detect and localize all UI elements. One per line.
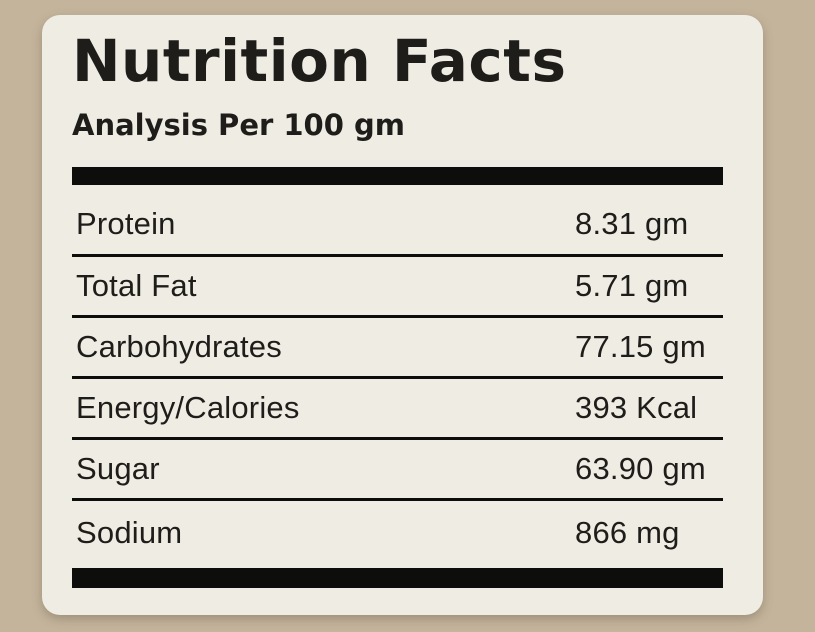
nutrient-value: 866 mg: [575, 514, 680, 550]
nutrient-name: Energy/Calories: [76, 389, 300, 425]
nutrient-row-energy-calories: Energy/Calories 393 Kcal: [72, 379, 723, 440]
nutrient-value: 77.15 gm: [575, 328, 706, 364]
nutrient-value: 5.71 gm: [575, 267, 689, 303]
thick-rule-bottom: [72, 567, 723, 588]
nutrient-row-carbohydrates: Carbohydrates 77.15 gm: [72, 318, 723, 379]
nutrient-value: 8.31 gm: [575, 205, 689, 241]
nutrient-value: 63.90 gm: [575, 450, 706, 486]
nutrient-row-total-fat: Total Fat 5.71 gm: [72, 257, 723, 318]
nutrient-name: Sugar: [76, 450, 160, 486]
nutrient-row-sugar: Sugar 63.90 gm: [72, 440, 723, 501]
nutrient-value: 393 Kcal: [575, 389, 698, 425]
nutrient-row-sodium: Sodium 866 mg: [72, 501, 723, 565]
nutrient-table: Protein 8.31 gm Total Fat 5.71 gm Carboh…: [72, 185, 723, 565]
nutrient-name: Total Fat: [76, 267, 197, 303]
thick-rule-top: [72, 166, 723, 185]
nutrient-name: Carbohydrates: [76, 328, 282, 364]
nutrition-facts-title: Nutrition Facts: [72, 27, 567, 95]
nutrient-name: Sodium: [76, 514, 183, 550]
serving-size-subtitle: Analysis Per 100 gm: [72, 107, 405, 142]
nutrient-name: Protein: [76, 205, 176, 241]
nutrient-row-protein: Protein 8.31 gm: [72, 185, 723, 257]
nutrition-facts-card: Nutrition Facts Analysis Per 100 gm Prot…: [42, 15, 763, 615]
